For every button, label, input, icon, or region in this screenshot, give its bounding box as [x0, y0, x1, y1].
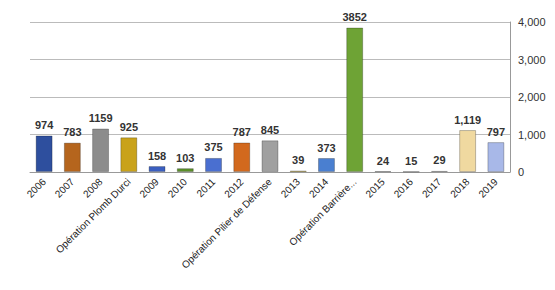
svg-text:2,000: 2,000 [518, 91, 546, 103]
svg-text:103: 103 [176, 152, 194, 164]
svg-text:375: 375 [204, 141, 222, 153]
svg-text:1159: 1159 [89, 112, 113, 124]
svg-text:2015: 2015 [363, 176, 387, 200]
svg-text:787: 787 [233, 126, 251, 138]
svg-text:2011: 2011 [194, 176, 217, 199]
svg-text:3,000: 3,000 [518, 54, 546, 66]
svg-text:0: 0 [518, 166, 524, 178]
svg-text:39: 39 [292, 154, 304, 166]
svg-text:2014: 2014 [307, 176, 331, 200]
svg-text:Opération Barrière...: Opération Barrière... [287, 176, 359, 248]
svg-text:158: 158 [148, 150, 166, 162]
svg-text:2006: 2006 [25, 176, 49, 200]
svg-text:2013: 2013 [279, 176, 303, 200]
svg-text:974: 974 [35, 119, 54, 131]
svg-text:15: 15 [405, 155, 417, 167]
svg-text:373: 373 [317, 142, 335, 154]
svg-text:845: 845 [261, 124, 279, 136]
svg-text:Opération Pilier de Défense: Opération Pilier de Défense [179, 176, 274, 271]
svg-text:1,000: 1,000 [518, 129, 546, 141]
svg-text:29: 29 [433, 154, 445, 166]
svg-text:2017: 2017 [420, 176, 444, 200]
svg-text:2012: 2012 [222, 176, 246, 200]
svg-text:2016: 2016 [392, 176, 416, 200]
svg-text:1,119: 1,119 [454, 114, 481, 126]
svg-text:2007: 2007 [53, 176, 77, 200]
svg-text:2018: 2018 [448, 176, 472, 200]
svg-text:2010: 2010 [166, 176, 190, 200]
svg-text:925: 925 [120, 121, 138, 133]
svg-text:2008: 2008 [81, 176, 105, 200]
svg-text:24: 24 [377, 155, 390, 167]
svg-text:Opération Plomb Durci: Opération Plomb Durci [54, 176, 133, 255]
svg-text:4,000: 4,000 [518, 16, 546, 28]
svg-text:3852: 3852 [342, 11, 366, 23]
svg-text:2019: 2019 [476, 176, 500, 200]
svg-text:797: 797 [487, 126, 505, 138]
svg-text:783: 783 [63, 126, 81, 138]
svg-text:2009: 2009 [137, 176, 161, 200]
